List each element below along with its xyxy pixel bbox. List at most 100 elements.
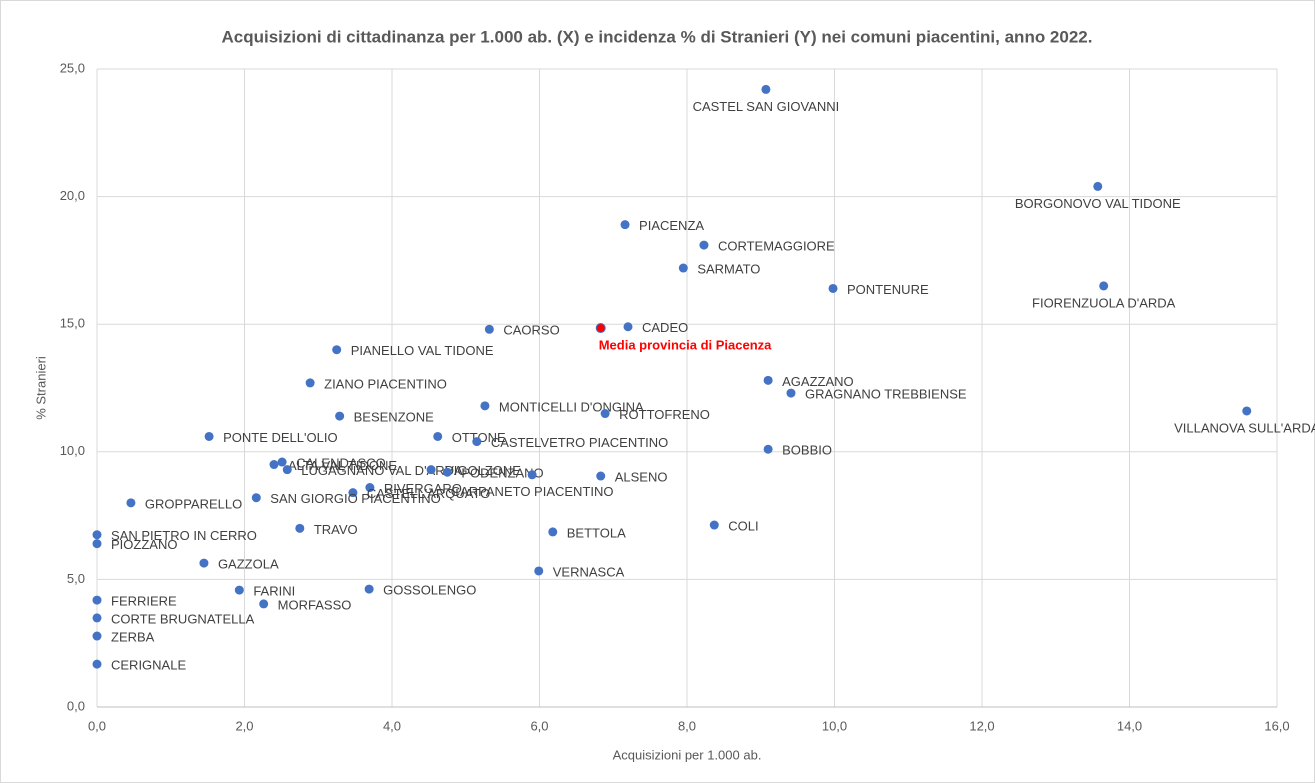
point	[305, 378, 315, 388]
point-label: CASTELVETRO PIACENTINO	[491, 435, 668, 450]
x-tick-label: 8,0	[678, 718, 696, 733]
point	[335, 411, 345, 421]
point-label: SAN PIETRO IN CERRO	[111, 528, 257, 543]
point	[251, 493, 261, 503]
x-tick-label: 12,0	[969, 718, 994, 733]
point-label: CORTE BRUGNATELLA	[111, 611, 255, 626]
x-tick-label: 16,0	[1264, 718, 1289, 733]
point	[828, 283, 838, 293]
point-label: TRAVO	[314, 522, 358, 537]
point	[678, 263, 688, 273]
point-label: CERIGNALE	[111, 658, 186, 673]
point-label: ZIANO PIACENTINO	[324, 376, 447, 391]
point	[332, 345, 342, 355]
point-label: PONTENURE	[847, 282, 929, 297]
point	[480, 401, 490, 411]
x-tick-label: 10,0	[822, 718, 847, 733]
point-label: CARPANETO PIACENTINO	[451, 484, 614, 499]
point-label: LUGAGNANO VAL D'ARDA	[301, 463, 463, 478]
point	[1093, 181, 1103, 191]
point	[709, 520, 719, 530]
point	[623, 322, 633, 332]
point-label: CASTELL'ARQUATO	[367, 486, 490, 501]
point	[442, 467, 452, 477]
point	[234, 585, 244, 595]
point-label: BETTOLA	[567, 525, 626, 540]
point-label: BOBBIO	[782, 443, 832, 458]
highlight-point	[595, 323, 606, 334]
point-label: RIVERGARO	[384, 481, 462, 496]
point-label: COLI	[728, 518, 758, 533]
point	[282, 465, 292, 475]
point-label: SARMATO	[697, 261, 760, 276]
point	[348, 488, 358, 498]
point-label: GOSSOLENGO	[383, 583, 476, 598]
point	[763, 375, 773, 385]
y-tick-label: 20,0	[60, 188, 85, 203]
point	[472, 437, 482, 447]
point-label: ROTTOFRENO	[619, 407, 710, 422]
y-tick-label: 25,0	[60, 60, 85, 75]
x-tick-label: 2,0	[235, 718, 253, 733]
point	[364, 584, 374, 594]
point	[1099, 281, 1109, 291]
point-label: CASTEL SAN GIOVANNI	[693, 99, 840, 114]
point-label: ALSENO	[615, 469, 668, 484]
point-label: BORGONOVO VAL TIDONE	[1015, 196, 1181, 211]
point-label: GROPPARELLO	[145, 496, 242, 511]
point	[433, 431, 443, 441]
point-label: PIOZZANO	[111, 537, 177, 552]
point	[92, 659, 102, 669]
x-axis-label: Acquisizioni per 1.000 ab.	[613, 747, 762, 762]
point	[92, 539, 102, 549]
point-label: PONTE DELL'OLIO	[223, 430, 337, 445]
point-label: ALTA VAL TIDONE	[288, 458, 397, 473]
point	[295, 523, 305, 533]
y-tick-label: 10,0	[60, 443, 85, 458]
point	[277, 457, 287, 467]
point	[1242, 406, 1252, 416]
point-label: CADEO	[642, 320, 688, 335]
point-label: VILLANOVA SULL'ARDA	[1174, 420, 1315, 435]
chart-title: Acquisizioni di cittadinanza per 1.000 a…	[222, 27, 1093, 46]
point-label: GRAGNANO TREBBIENSE	[805, 387, 967, 402]
x-tick-label: 14,0	[1117, 718, 1142, 733]
point	[596, 471, 606, 481]
point	[92, 595, 102, 605]
point-label: SAN GIORGIO PIACENTINO	[270, 491, 440, 506]
y-tick-label: 5,0	[67, 571, 85, 586]
y-tick-label: 0,0	[67, 698, 85, 713]
point	[126, 498, 136, 508]
point-label: FARINI	[253, 584, 295, 599]
point	[365, 483, 375, 493]
point-label: CALENDASCO	[296, 455, 386, 470]
point	[786, 388, 796, 398]
point	[269, 460, 279, 470]
point	[426, 465, 436, 475]
point	[761, 84, 771, 94]
point	[92, 631, 102, 641]
point	[199, 558, 209, 568]
point	[699, 240, 709, 250]
point	[92, 530, 102, 540]
y-axis-label: % Stranieri	[33, 356, 48, 420]
point-label: VIGOLZONE	[445, 463, 521, 478]
point-label: OTTONE	[452, 430, 506, 445]
point-label: ZERBA	[111, 629, 155, 644]
x-tick-label: 0,0	[88, 718, 106, 733]
point-label: FIORENZUOLA D'ARDA	[1032, 295, 1176, 310]
point-label: MORFASSO	[278, 597, 352, 612]
point-label: PODENZANO	[461, 466, 543, 481]
point	[763, 444, 773, 454]
point	[600, 409, 610, 419]
point-label: VERNASCA	[553, 564, 625, 579]
point	[527, 470, 537, 480]
point	[259, 599, 269, 609]
x-tick-label: 6,0	[530, 718, 548, 733]
point-label: CAORSO	[503, 323, 559, 338]
point	[204, 431, 214, 441]
highlight-label: Media provincia di Piacenza	[599, 337, 772, 352]
